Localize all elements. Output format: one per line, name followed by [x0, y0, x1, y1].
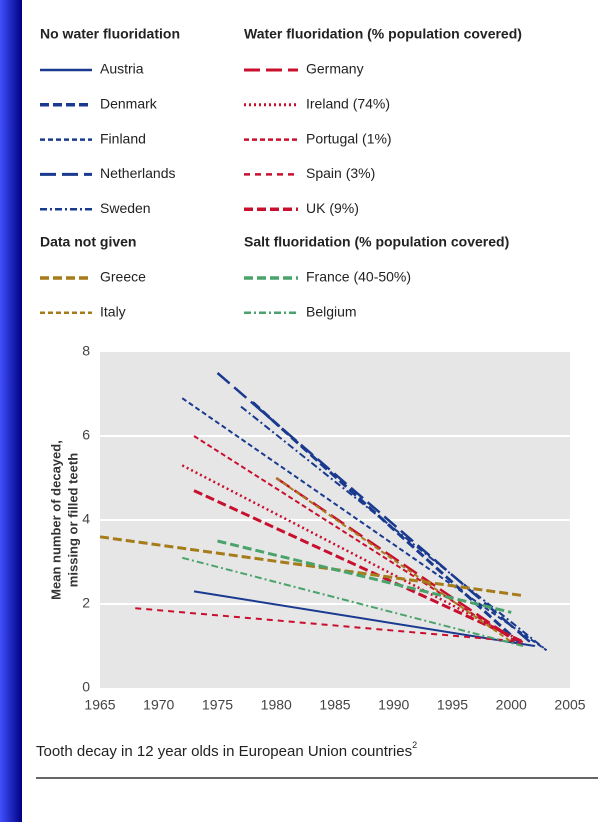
series-line — [193, 435, 524, 647]
y-tick-label: 2 — [82, 595, 90, 611]
legend-group-title: No water fluoridation — [40, 26, 180, 42]
x-tick-label: 1995 — [437, 697, 468, 713]
caption: Tooth decay in 12 year olds in European … — [36, 740, 417, 760]
legend-label: Finland — [100, 130, 146, 146]
x-tick-label: 1965 — [84, 697, 115, 713]
legend-label: Italy — [100, 304, 126, 320]
legend-label: Sweden — [100, 200, 151, 216]
legend-label: Greece — [100, 269, 146, 285]
legend-label: Austria — [100, 61, 144, 77]
legend-group-title: Water fluoridation (% population covered… — [244, 26, 522, 42]
legend-label: Belgium — [306, 304, 357, 320]
caption-ref: 2 — [412, 740, 417, 750]
legend-label: Germany — [306, 61, 364, 77]
series-line — [181, 464, 524, 643]
y-axis-label: Mean number of decayed, — [48, 440, 63, 600]
caption-text: Tooth decay in 12 year olds in European … — [36, 743, 412, 760]
slide-edge — [0, 0, 22, 822]
legend-label: Denmark — [100, 96, 158, 112]
x-tick-label: 1990 — [378, 697, 409, 713]
series-line — [181, 556, 524, 647]
legend-label: Netherlands — [100, 165, 176, 181]
x-tick-label: 2000 — [496, 697, 527, 713]
legend-label: UK (9%) — [306, 200, 359, 216]
x-tick-label: 1975 — [202, 697, 233, 713]
legend-label: France (40-50%) — [306, 269, 411, 285]
series-line — [135, 607, 524, 643]
y-axis-label: missing or filled teeth — [65, 453, 80, 587]
legend-label: Portugal (1%) — [306, 130, 392, 146]
legend-label: Spain (3%) — [306, 165, 375, 181]
series-line — [217, 539, 512, 614]
legend-group-title: Data not given — [40, 234, 136, 250]
x-tick-label: 1970 — [143, 697, 174, 713]
y-tick-label: 0 — [82, 679, 90, 695]
y-tick-label: 6 — [82, 427, 90, 443]
series-line — [275, 476, 512, 639]
y-tick-label: 8 — [82, 343, 90, 359]
x-tick-label: 1985 — [319, 697, 350, 713]
legend-group-title: Salt fluoridation (% population covered) — [244, 234, 509, 250]
series-line — [99, 535, 524, 598]
legend-label: Ireland (74%) — [306, 96, 390, 112]
series-line — [193, 489, 524, 644]
x-tick-label: 2005 — [554, 697, 585, 713]
series-line — [181, 397, 548, 652]
series-line — [216, 372, 536, 647]
x-tick-label: 1980 — [261, 697, 292, 713]
y-tick-label: 4 — [82, 511, 90, 527]
